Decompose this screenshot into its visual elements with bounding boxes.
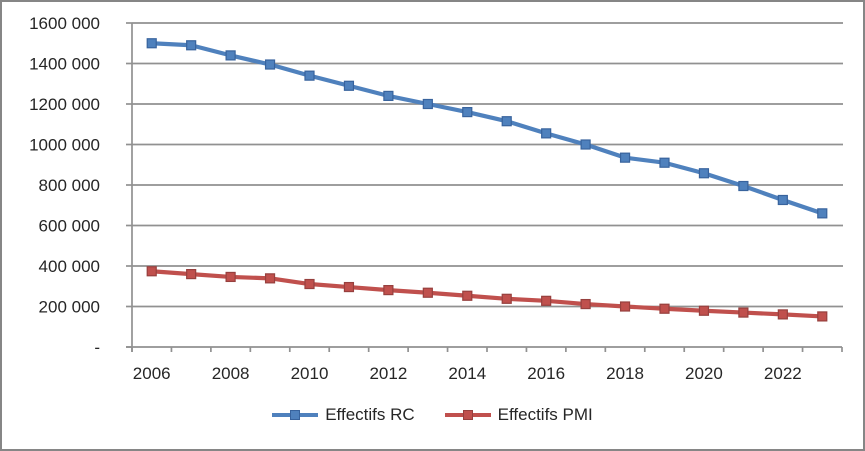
data-point-effectifs-rc[interactable]: [146, 38, 157, 49]
data-point-effectifs-pmi[interactable]: [264, 273, 276, 284]
series-line-effectifs-pmi[interactable]: [149, 269, 825, 319]
data-point-effectifs-rc[interactable]: [817, 208, 828, 219]
y-tick-label: 1400 000: [29, 55, 100, 74]
data-point-effectifs-pmi[interactable]: [225, 271, 236, 283]
chart-legend: Effectifs RC Effectifs PMI: [2, 405, 863, 425]
x-tick-label: 2010: [291, 364, 329, 383]
data-point-effectifs-rc[interactable]: [619, 152, 631, 163]
data-point-effectifs-pmi[interactable]: [343, 281, 355, 293]
data-point-effectifs-pmi[interactable]: [304, 278, 315, 290]
y-tick-label: 1600 000: [29, 14, 100, 33]
data-point-effectifs-pmi[interactable]: [619, 301, 631, 312]
y-tick-label: 200 000: [39, 298, 100, 317]
data-point-effectifs-rc[interactable]: [462, 106, 473, 118]
data-point-effectifs-rc[interactable]: [698, 168, 710, 179]
x-tick-label: 2008: [212, 364, 250, 383]
x-tick-label: 2006: [133, 364, 171, 383]
data-point-effectifs-rc[interactable]: [501, 116, 512, 127]
data-point-effectifs-pmi[interactable]: [541, 295, 552, 306]
data-point-effectifs-pmi[interactable]: [698, 305, 710, 316]
data-point-effectifs-rc[interactable]: [343, 80, 355, 91]
y-axis-labels: - 200 000 400 000 600 000 800 000 1000 000 120…: [29, 14, 100, 357]
y-tick-label: 800 000: [39, 176, 100, 195]
y-tick-label: 400 000: [39, 257, 100, 276]
data-point-effectifs-rc[interactable]: [304, 70, 315, 81]
data-point-effectifs-pmi[interactable]: [422, 287, 433, 298]
data-point-effectifs-rc[interactable]: [541, 128, 552, 139]
data-point-effectifs-rc[interactable]: [738, 180, 749, 192]
x-tick-label: 2020: [685, 364, 723, 383]
legend-label-rc: Effectifs RC: [325, 405, 415, 424]
data-point-effectifs-pmi[interactable]: [501, 293, 512, 304]
legend-marker-pmi-icon: [444, 410, 491, 420]
data-point-effectifs-rc[interactable]: [383, 90, 394, 102]
x-axis-labels: 2006 2008 2010 2012 2014 2016 2018 2020 2022: [133, 364, 802, 383]
x-tick-label: 2022: [764, 364, 802, 383]
x-tick-label: 2014: [448, 364, 486, 383]
data-point-effectifs-rc[interactable]: [777, 194, 788, 206]
data-point-effectifs-pmi[interactable]: [146, 266, 157, 277]
data-point-effectifs-rc[interactable]: [186, 40, 197, 51]
series-effectifs-pmi: [146, 266, 828, 322]
series-effectifs-rc: [146, 38, 828, 219]
axes: [126, 22, 843, 352]
data-point-effectifs-pmi[interactable]: [186, 269, 197, 280]
x-tick-label: 2012: [369, 364, 407, 383]
gridlines: [132, 22, 843, 308]
series-line-effectifs-rc[interactable]: [149, 41, 825, 216]
data-point-effectifs-rc[interactable]: [264, 59, 276, 70]
data-point-effectifs-pmi[interactable]: [777, 309, 788, 320]
x-tick-label: 2018: [606, 364, 644, 383]
data-point-effectifs-pmi[interactable]: [383, 284, 394, 296]
legend-item-effectifs-rc[interactable]: Effectifs RC: [272, 405, 415, 425]
data-point-effectifs-rc[interactable]: [580, 139, 591, 150]
legend-label-pmi: Effectifs PMI: [497, 405, 593, 424]
data-point-effectifs-pmi[interactable]: [580, 298, 591, 310]
y-tick-label: 1000 000: [29, 136, 100, 155]
data-point-effectifs-rc[interactable]: [225, 50, 236, 61]
data-point-effectifs-pmi[interactable]: [462, 290, 473, 301]
x-tick-label: 2016: [527, 364, 565, 383]
data-point-effectifs-rc[interactable]: [422, 98, 433, 110]
data-point-effectifs-pmi[interactable]: [659, 303, 670, 314]
y-tick-label: 1200 000: [29, 95, 100, 114]
data-point-effectifs-pmi[interactable]: [738, 307, 749, 318]
data-point-effectifs-pmi[interactable]: [817, 311, 828, 322]
y-tick-label: -: [94, 338, 100, 357]
data-point-effectifs-rc[interactable]: [659, 157, 670, 168]
y-tick-label: 600 000: [39, 217, 100, 236]
legend-item-effectifs-pmi[interactable]: Effectifs PMI: [444, 405, 593, 425]
legend-marker-rc-icon: [272, 410, 319, 420]
